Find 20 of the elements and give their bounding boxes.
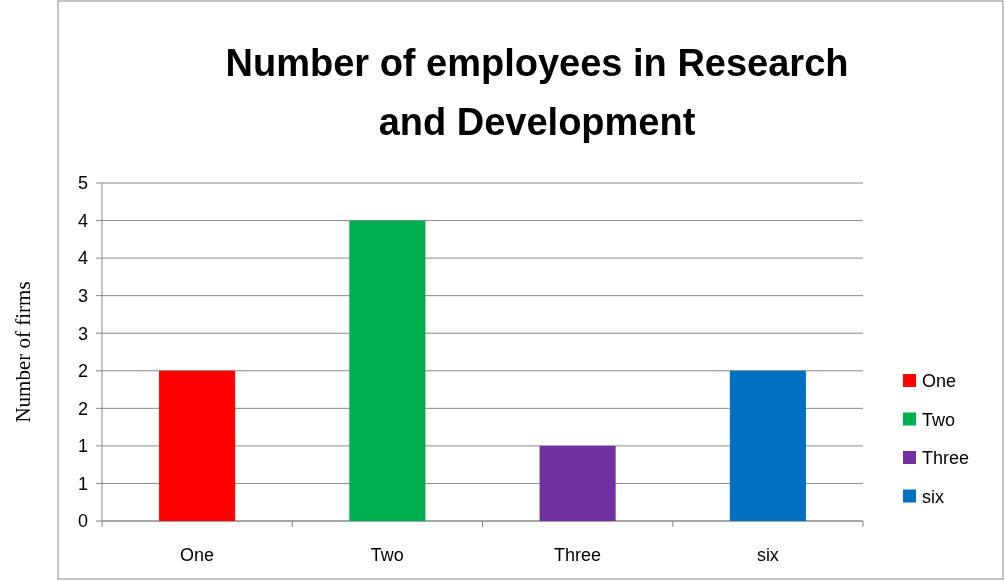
y-tick-label: 4 [77,248,88,269]
y-tick-label: 3 [77,323,88,344]
x-tick-label: Two [370,545,404,565]
y-tick-label: 3 [77,285,88,306]
x-tick-label: One [180,545,215,565]
y-tick-label: 4 [77,210,88,231]
y-axis-title: Number of firms [11,281,35,423]
x-tick-label: six [756,545,779,565]
legend-label: Two [922,409,956,430]
y-tick-label: 2 [77,398,88,419]
legend-label: One [922,371,957,392]
y-tick-label: 2 [77,361,88,382]
legend-label: Three [922,448,970,469]
chart-title: Number of employees in Research and Development [225,42,849,143]
y-tick-label: 5 [77,173,88,194]
y-tick-label: 1 [77,473,88,494]
legend-label: six [922,486,944,507]
y-tick-label: 0 [77,511,88,532]
y-tick-label: 1 [77,436,88,457]
x-tick-label: Three [554,545,602,565]
